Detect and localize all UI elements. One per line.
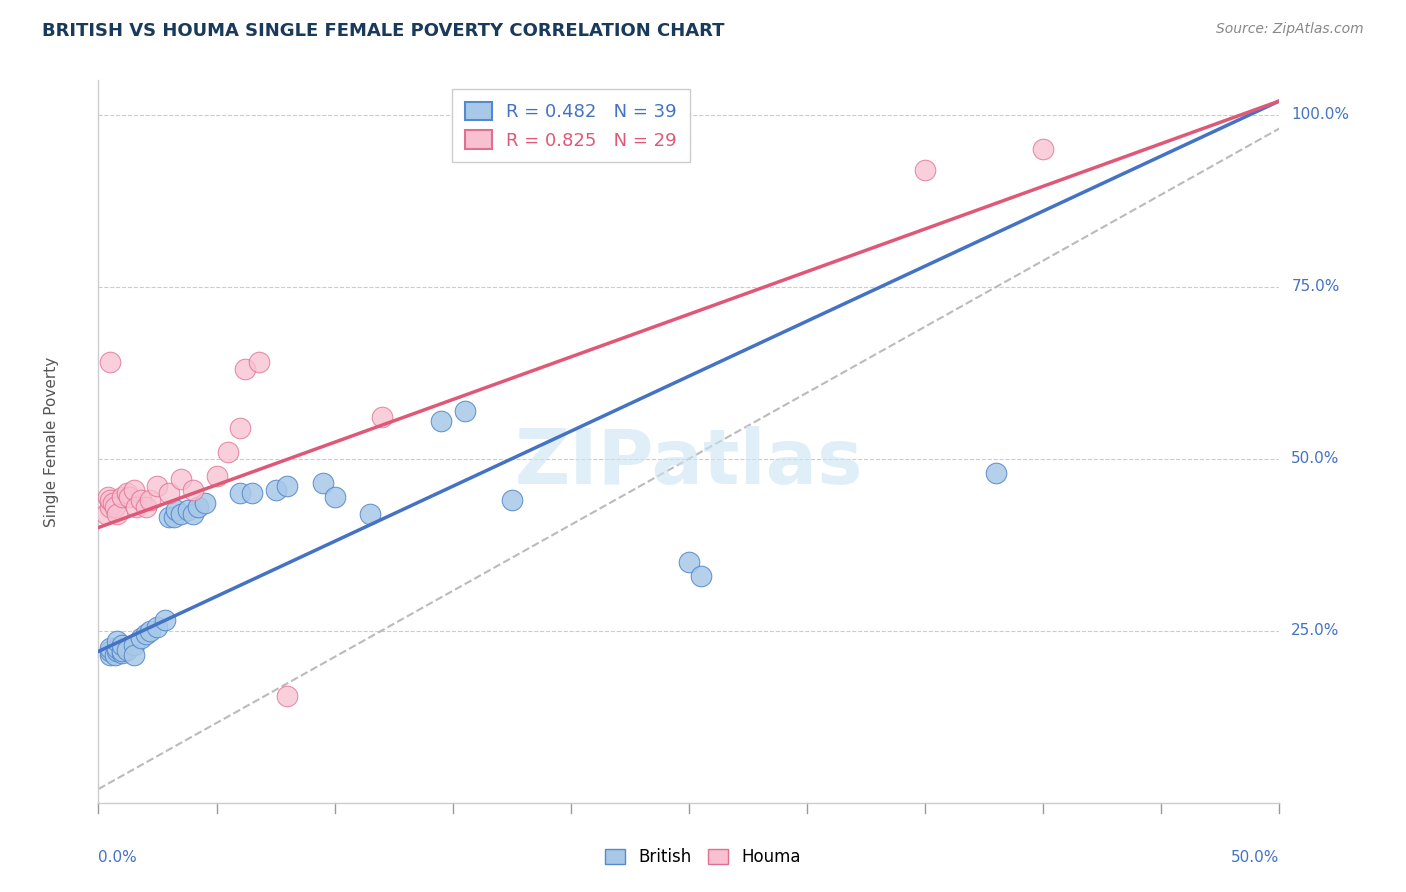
Text: 25.0%: 25.0%	[1291, 624, 1340, 639]
Point	[323, 490, 346, 504]
Text: 0.0%: 0.0%	[98, 850, 138, 865]
Text: BRITISH VS HOUMA SINGLE FEMALE POVERTY CORRELATION CHART: BRITISH VS HOUMA SINGLE FEMALE POVERTY C…	[42, 22, 724, 40]
Point	[111, 644, 134, 658]
Point	[453, 403, 475, 417]
Legend: R = 0.482   N = 39, R = 0.825   N = 29: R = 0.482 N = 39, R = 0.825 N = 29	[453, 89, 689, 162]
Point	[105, 640, 128, 655]
Point	[118, 490, 141, 504]
Point	[678, 555, 700, 569]
Point	[129, 493, 152, 508]
Point	[217, 445, 239, 459]
Point	[984, 466, 1007, 480]
Point	[146, 620, 169, 634]
Point	[229, 486, 252, 500]
Point	[97, 490, 120, 504]
Point	[181, 507, 204, 521]
Point	[187, 500, 209, 514]
Text: Source: ZipAtlas.com: Source: ZipAtlas.com	[1216, 22, 1364, 37]
Point	[157, 510, 180, 524]
Point	[371, 410, 394, 425]
Point	[170, 507, 193, 521]
Text: Single Female Poverty: Single Female Poverty	[44, 357, 59, 526]
Text: 100.0%: 100.0%	[1291, 107, 1350, 122]
Point	[205, 469, 228, 483]
Point	[115, 643, 138, 657]
Point	[105, 634, 128, 648]
Point	[111, 646, 134, 660]
Point	[501, 493, 523, 508]
Point	[101, 496, 124, 510]
Point	[163, 510, 186, 524]
Point	[125, 500, 148, 514]
Point	[122, 483, 145, 497]
Point	[181, 483, 204, 497]
Point	[359, 507, 381, 521]
Point	[98, 493, 121, 508]
Point	[276, 689, 298, 703]
Text: 75.0%: 75.0%	[1291, 279, 1340, 294]
Text: 50.0%: 50.0%	[1232, 850, 1279, 865]
Point	[105, 644, 128, 658]
Point	[312, 475, 335, 490]
Legend: British, Houma: British, Houma	[596, 840, 810, 875]
Point	[111, 490, 134, 504]
Point	[98, 640, 121, 655]
Point	[98, 644, 121, 658]
Point	[1032, 142, 1054, 156]
Point	[122, 638, 145, 652]
Point	[104, 500, 127, 514]
Point	[105, 507, 128, 521]
Point	[689, 568, 711, 582]
Point	[135, 627, 157, 641]
Point	[229, 421, 252, 435]
Point	[146, 479, 169, 493]
Text: 50.0%: 50.0%	[1291, 451, 1340, 467]
Point	[165, 503, 187, 517]
Point	[430, 414, 453, 428]
Text: ZIPatlas: ZIPatlas	[515, 426, 863, 500]
Point	[276, 479, 298, 493]
Point	[115, 486, 138, 500]
Point	[233, 362, 256, 376]
Point	[247, 355, 270, 369]
Point	[139, 624, 162, 638]
Point	[98, 648, 121, 662]
Point	[157, 486, 180, 500]
Point	[111, 638, 134, 652]
Point	[194, 496, 217, 510]
Point	[170, 472, 193, 486]
Point	[135, 500, 157, 514]
Point	[264, 483, 287, 497]
Point	[98, 500, 121, 514]
Point	[240, 486, 263, 500]
Point	[98, 355, 121, 369]
Point	[104, 648, 127, 662]
Point	[139, 493, 162, 508]
Point	[129, 631, 152, 645]
Point	[177, 503, 200, 517]
Point	[94, 507, 117, 521]
Point	[122, 648, 145, 662]
Point	[914, 162, 936, 177]
Point	[153, 614, 176, 628]
